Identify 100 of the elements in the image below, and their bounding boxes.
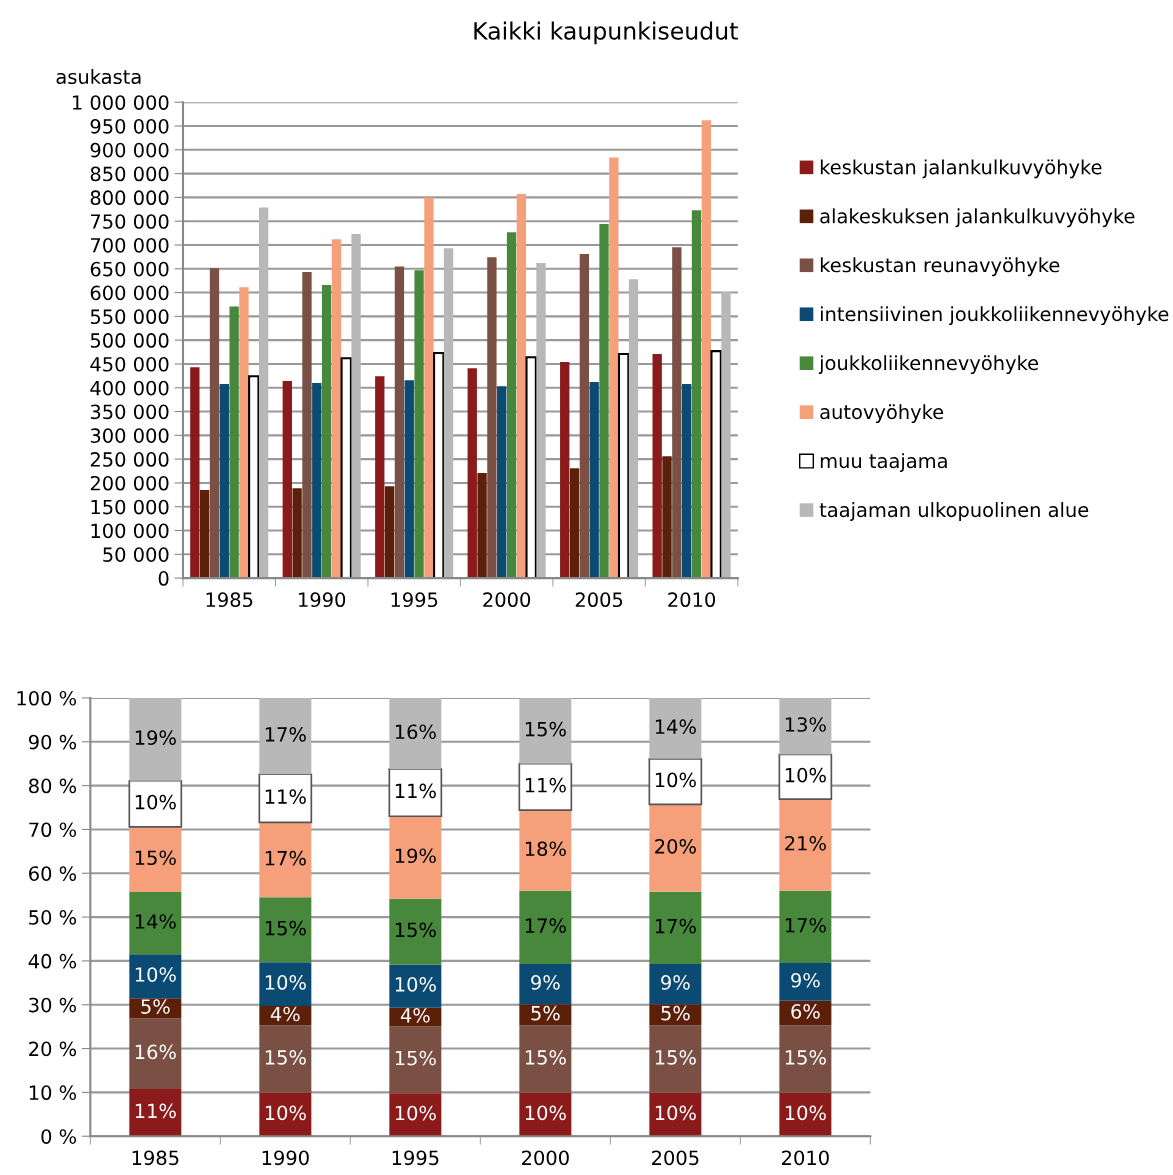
y-tick-label: 700 000 — [90, 237, 169, 253]
bar — [779, 1025, 832, 1093]
bar — [259, 962, 312, 1007]
data-label: 17% — [265, 727, 306, 742]
bar — [331, 239, 342, 579]
bar — [617, 352, 630, 579]
data-label: 10% — [785, 1105, 826, 1121]
y-tick-label: 20 % — [29, 1041, 77, 1057]
data-label: 14% — [655, 719, 696, 735]
y-tick-label: 300 000 — [90, 428, 169, 443]
data-label: 15% — [525, 1050, 566, 1065]
bar — [129, 1088, 182, 1137]
x-tick-label: 2005 — [575, 592, 623, 608]
bar — [259, 822, 312, 898]
bar — [662, 456, 672, 579]
legend-label: keskustan jalankulkuvyöhyke — [820, 159, 1102, 179]
bar — [190, 367, 200, 579]
bar — [414, 270, 424, 579]
data-label: 15% — [265, 920, 306, 936]
bar — [691, 210, 702, 579]
data-label: 17% — [655, 918, 696, 934]
data-label: 18% — [525, 841, 566, 857]
bar — [649, 891, 702, 964]
data-label: 10% — [395, 977, 436, 992]
bar — [518, 762, 573, 811]
y-tick-label: 450 000 — [90, 356, 169, 372]
bar — [384, 486, 395, 579]
bar — [282, 381, 292, 579]
data-label: 10% — [525, 1105, 566, 1121]
bar — [487, 257, 497, 579]
data-label: 11% — [525, 777, 566, 793]
y-tick-label: 0 % — [41, 1129, 77, 1144]
bar — [424, 197, 434, 579]
y-tick-label: 10 % — [29, 1085, 77, 1101]
data-label: 15% — [395, 922, 436, 938]
data-label: 17% — [265, 850, 306, 866]
data-label: 15% — [135, 850, 176, 866]
x-tick-label: 2010 — [668, 592, 716, 608]
legend-label: taajaman ulkopuolinen alue — [819, 502, 1089, 521]
bar — [569, 468, 580, 579]
legend-label: keskustan reunavyöhyke — [820, 257, 1060, 277]
bar — [389, 697, 442, 769]
x-tick-label: 1985 — [132, 1150, 179, 1166]
y-tick-label: 650 000 — [90, 261, 169, 277]
x-tick-label: 2010 — [782, 1150, 829, 1166]
bar — [649, 963, 702, 1005]
bar — [433, 351, 445, 579]
data-label: 14% — [135, 914, 176, 929]
bar — [779, 799, 832, 891]
y-tick-label: 900 000 — [90, 142, 169, 158]
bar — [209, 268, 220, 579]
bar — [389, 898, 442, 965]
data-label: 10% — [265, 1105, 306, 1121]
bar — [516, 194, 527, 579]
bar — [779, 890, 832, 964]
bar — [519, 890, 572, 964]
data-label: 5% — [531, 1005, 560, 1021]
x-tick-label: 1990 — [262, 1150, 309, 1166]
x-tick-label: 2005 — [652, 1150, 699, 1166]
x-tick-label: 1985 — [206, 592, 253, 608]
y-tick-label: 100 000 — [91, 523, 169, 539]
data-label: 10% — [135, 794, 176, 810]
data-label: 6% — [791, 1004, 820, 1019]
bar — [239, 287, 249, 579]
bar — [710, 350, 722, 579]
bar — [599, 224, 609, 579]
x-tick-label: 1995 — [391, 592, 438, 608]
data-label: 10% — [135, 967, 176, 982]
bar — [129, 697, 182, 781]
bar — [519, 697, 572, 764]
bar — [477, 472, 487, 579]
data-label: 10% — [265, 975, 306, 990]
bar — [258, 207, 269, 579]
bar — [649, 1025, 702, 1093]
bar — [389, 1026, 442, 1094]
bar — [199, 490, 210, 579]
data-label: 16% — [135, 1044, 176, 1060]
bar — [779, 963, 832, 1001]
bar — [506, 232, 517, 579]
data-label: 19% — [395, 848, 436, 864]
y-tick-label: 50 000 — [103, 547, 169, 562]
bar — [404, 380, 414, 579]
data-label: 10% — [655, 772, 696, 788]
bar — [375, 376, 385, 579]
y-tick-label: 50 % — [29, 910, 77, 925]
bar — [129, 954, 182, 999]
bar — [579, 254, 590, 579]
y-tick-label: 350 000 — [90, 404, 169, 420]
y-tick-label: 250 000 — [90, 452, 169, 467]
bar — [609, 157, 619, 579]
y-tick-label: 950 000 — [90, 118, 169, 134]
bar — [649, 804, 702, 892]
y-tick-label: 70 % — [29, 822, 77, 838]
y-tick-label: 850 000 — [90, 166, 169, 182]
bar — [302, 272, 312, 579]
bar — [467, 368, 477, 579]
data-label: 15% — [525, 721, 566, 737]
bar — [248, 375, 260, 579]
data-label: 10% — [785, 767, 826, 783]
y-tick-label: 0 — [158, 571, 169, 586]
